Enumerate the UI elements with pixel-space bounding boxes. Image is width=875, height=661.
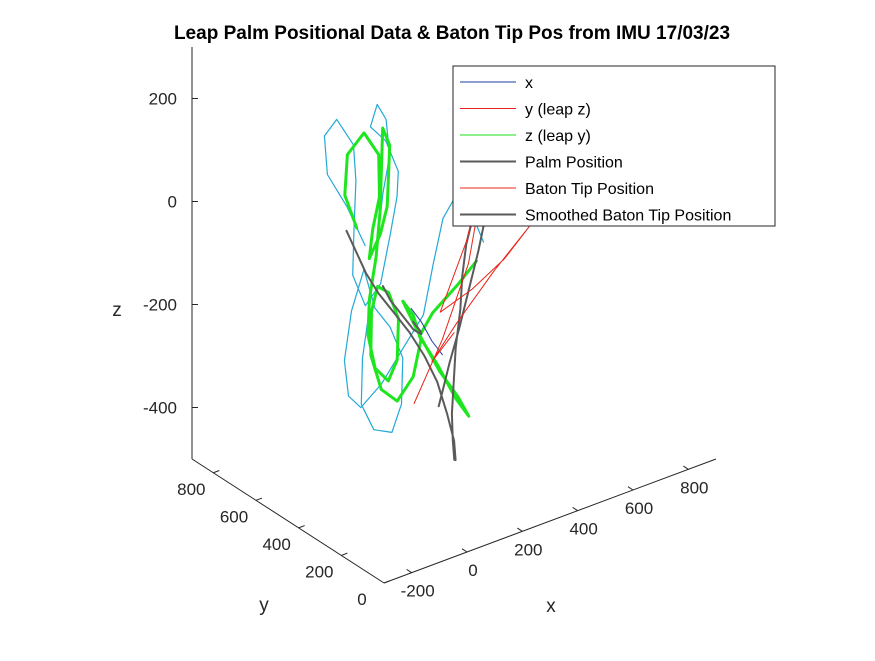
z-tick-label: 0: [168, 193, 177, 212]
x-tick-label: 400: [569, 520, 597, 539]
x-tick-mark: [627, 486, 634, 491]
legend-entry-label: Smoothed Baton Tip Position: [525, 208, 731, 225]
y-tick-mark: [255, 497, 263, 501]
legend: x y (leap z) z (leap y) Palm Position Baton …: [452, 65, 776, 227]
x-tick-mark: [517, 527, 523, 532]
legend-entry-label: Baton Tip Position: [525, 181, 654, 198]
series-green-trace-line: [343, 126, 478, 418]
y-tick-label: 200: [305, 562, 333, 581]
z-tick-label: -400: [143, 399, 177, 418]
x-tick-mark: [572, 506, 578, 512]
series-smoothed-line: [345, 184, 493, 462]
z-tick-label: -200: [143, 296, 177, 315]
legend-entry-label: Palm Position: [525, 155, 623, 172]
chart-title: Leap Palm Positional Data & Baton Tip Po…: [174, 23, 730, 44]
x-tick-mark: [406, 568, 412, 574]
y-axis-label: y: [259, 595, 269, 616]
x-tick-label: 200: [514, 540, 542, 559]
y-tick-mark: [213, 470, 220, 474]
z-tick-label: 200: [149, 90, 177, 109]
x-tick-mark: [461, 548, 468, 553]
x-tick-mark: [683, 465, 689, 470]
y-tick-label: 0: [357, 590, 366, 609]
series-baton-line: [413, 140, 533, 404]
legend-entry-label: y (leap z): [525, 102, 591, 119]
y-tick-mark: [298, 525, 305, 529]
axes-group: -200 0 200 400 600 800 0 200 400 600 800 -400 -200 0 2…: [143, 47, 717, 609]
x-axis-label: x: [546, 596, 556, 617]
x-tick-label: 0: [468, 561, 477, 580]
legend-entry-label: z (leap y): [525, 128, 591, 145]
legend-box: [452, 65, 776, 227]
y-tick-mark: [383, 580, 391, 584]
x-tick-label: 600: [625, 499, 653, 518]
z-axis-label: z: [112, 300, 122, 321]
y-tick-label: 400: [262, 535, 290, 554]
y-tick-label: 800: [177, 480, 205, 499]
x-axis-line: [383, 458, 717, 584]
x-tick-label: -200: [401, 582, 435, 601]
y-tick-mark: [341, 552, 348, 556]
legend-entry-label: x: [525, 75, 533, 92]
series-group: [323, 103, 533, 462]
y-tick-label: 600: [220, 507, 248, 526]
series-palm-line: [381, 285, 423, 336]
y-axis-line: [191, 458, 385, 584]
series-cyan-trace-line: [323, 103, 485, 433]
x-tick-label: 800: [680, 478, 708, 497]
series-x-line: [410, 307, 443, 356]
